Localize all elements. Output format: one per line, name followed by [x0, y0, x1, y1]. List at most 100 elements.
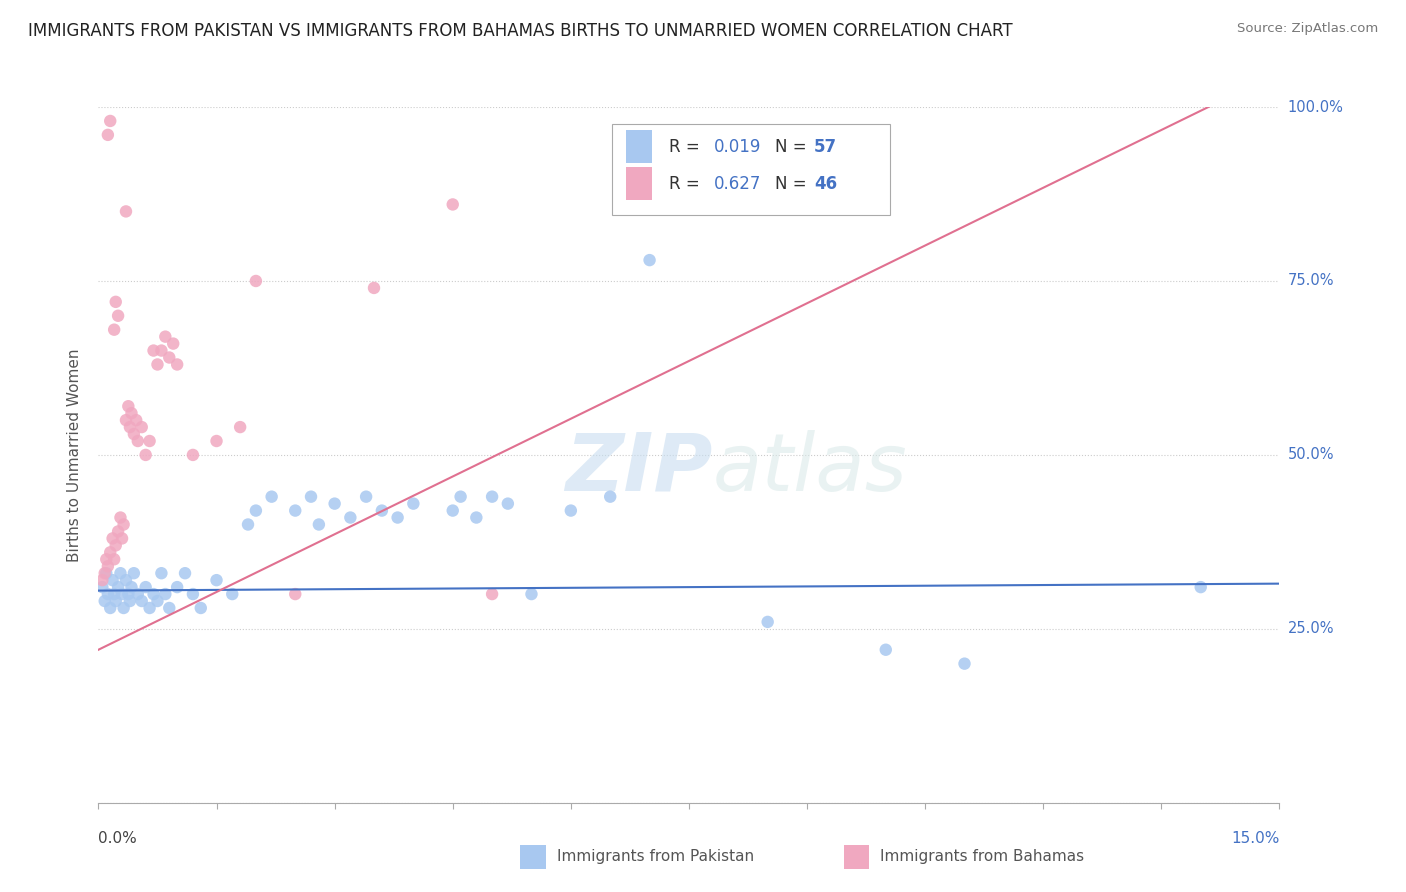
Point [953, 657, 976, 671]
Point [354, 490, 377, 504]
Point [142, 587, 165, 601]
Point [131, 594, 153, 608]
Point [166, 358, 188, 372]
Point [118, 594, 141, 608]
Point [339, 510, 361, 524]
Point [127, 434, 149, 448]
Point [157, 351, 180, 365]
Point [465, 510, 488, 524]
Point [135, 580, 157, 594]
Point [875, 642, 897, 657]
Text: atlas: atlas [713, 430, 907, 508]
Point [245, 274, 267, 288]
Point [481, 587, 503, 601]
Point [138, 434, 160, 448]
Text: ZIP: ZIP [565, 430, 713, 508]
FancyBboxPatch shape [626, 167, 652, 201]
Point [115, 573, 138, 587]
Point [104, 594, 127, 608]
Point [107, 524, 129, 539]
Point [236, 517, 259, 532]
Text: 46: 46 [814, 175, 837, 193]
Point [157, 601, 180, 615]
FancyBboxPatch shape [844, 845, 869, 869]
Point [142, 343, 165, 358]
Text: 50.0%: 50.0% [1288, 448, 1334, 462]
Text: 0.019: 0.019 [714, 137, 761, 156]
Point [91, 580, 114, 594]
Point [155, 587, 177, 601]
Point [121, 580, 143, 594]
FancyBboxPatch shape [612, 124, 890, 215]
Point [107, 309, 129, 323]
Point [221, 587, 243, 601]
Text: N =: N = [775, 137, 813, 156]
Point [402, 497, 425, 511]
Point [162, 336, 184, 351]
Point [205, 573, 228, 587]
Point [98, 545, 121, 559]
Point [323, 497, 346, 511]
Point [112, 517, 135, 532]
Point [638, 253, 661, 268]
Point [112, 601, 135, 615]
Point [441, 503, 464, 517]
Point [371, 503, 394, 517]
Point [260, 490, 283, 504]
Point [155, 329, 177, 343]
Point [117, 399, 139, 413]
Point [103, 323, 125, 337]
Point [115, 413, 138, 427]
Point [93, 594, 115, 608]
Point [115, 204, 138, 219]
Point [441, 197, 464, 211]
Point [135, 448, 157, 462]
Point [756, 615, 779, 629]
Point [131, 420, 153, 434]
Text: 100.0%: 100.0% [1288, 100, 1344, 114]
Point [1189, 580, 1212, 594]
Point [97, 128, 120, 142]
Point [93, 566, 115, 581]
Y-axis label: Births to Unmarried Women: Births to Unmarried Women [67, 348, 83, 562]
Point [299, 490, 322, 504]
Point [122, 427, 145, 442]
Point [117, 587, 139, 601]
Point [127, 587, 149, 601]
Point [98, 114, 121, 128]
Point [101, 532, 124, 546]
Point [150, 343, 173, 358]
Point [91, 573, 114, 587]
Point [96, 566, 118, 581]
Point [107, 580, 129, 594]
Point [174, 566, 197, 581]
Text: 0.0%: 0.0% [98, 830, 138, 846]
Text: 57: 57 [814, 137, 837, 156]
Text: R =: R = [669, 137, 704, 156]
Text: Immigrants from Bahamas: Immigrants from Bahamas [880, 849, 1084, 863]
Point [97, 587, 120, 601]
Point [104, 294, 127, 309]
Point [103, 587, 125, 601]
Text: 0.627: 0.627 [714, 175, 761, 193]
Text: 25.0%: 25.0% [1288, 622, 1334, 636]
Point [190, 601, 212, 615]
Point [146, 358, 169, 372]
Point [284, 503, 307, 517]
Point [181, 448, 204, 462]
Point [599, 490, 621, 504]
Point [166, 580, 188, 594]
Text: Immigrants from Pakistan: Immigrants from Pakistan [557, 849, 754, 863]
Point [104, 538, 127, 552]
Point [560, 503, 582, 517]
Text: N =: N = [775, 175, 813, 193]
FancyBboxPatch shape [520, 845, 546, 869]
Point [101, 573, 124, 587]
Point [450, 490, 472, 504]
Point [205, 434, 228, 448]
Point [308, 517, 330, 532]
Point [181, 587, 204, 601]
Point [481, 490, 503, 504]
Point [110, 510, 132, 524]
Point [284, 587, 307, 601]
